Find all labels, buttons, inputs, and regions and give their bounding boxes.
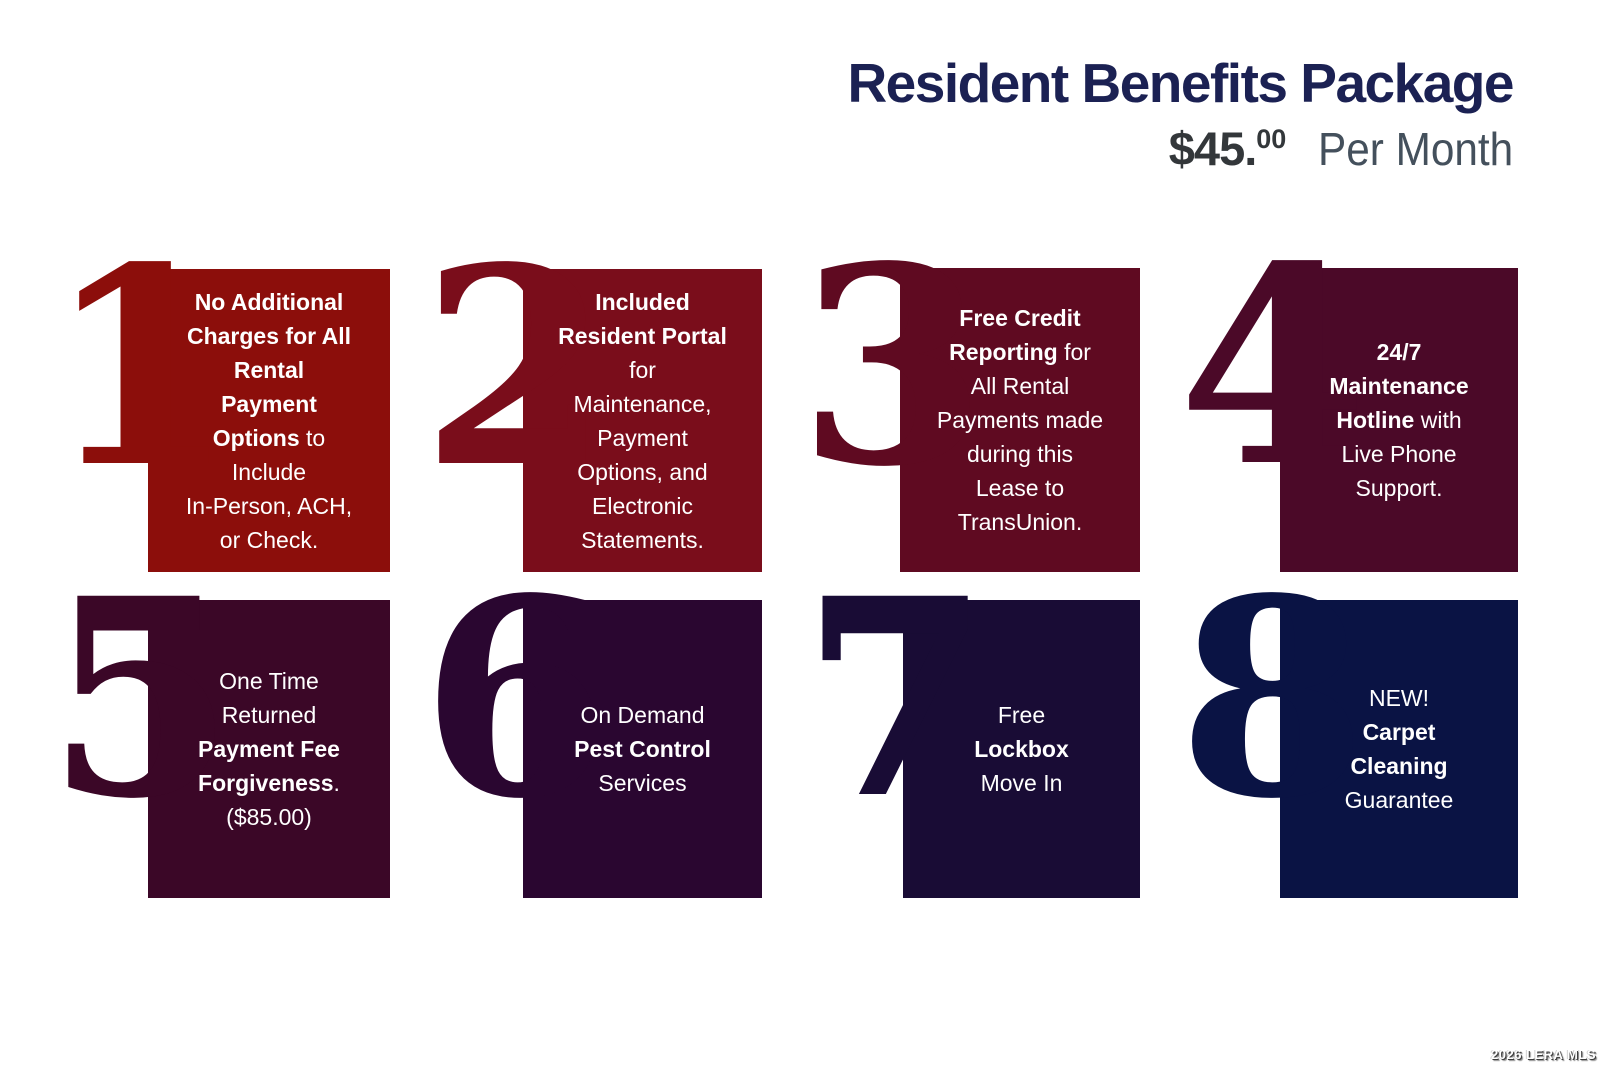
- benefit-card-2: 2 Included Resident Portal for Maintenance,…: [421, 233, 762, 572]
- benefit-text-6: On Demand Pest Control Services: [574, 702, 711, 796]
- header: Resident Benefits Package $45.00 Per Mon…: [847, 52, 1514, 176]
- benefit-text-3: Free Credit Reporting for All Rental Paymen…: [936, 305, 1104, 535]
- benefit-text-5: One Time Returned Payment Fee Forgiveness.(…: [198, 668, 340, 830]
- benefit-card-8: 8 NEW! Carpet Cleaning Guarantee: [1178, 564, 1518, 898]
- price-line: $45.00 Per Month: [847, 121, 1513, 176]
- benefit-card-6: 6 On Demand Pest Control Services: [421, 564, 762, 898]
- benefit-text-4: 24/7 Maintenance Hotline with Live Phone Sup…: [1329, 339, 1469, 501]
- price-amount: $45.: [1168, 122, 1257, 175]
- benefit-card-7: 7 Free Lockbox Move In: [801, 564, 1140, 898]
- benefit-card-3: 3 Free Credit Reporting for All Rental Paym…: [798, 232, 1140, 572]
- benefit-card-5: 5 One Time Returned Payment Fee Forgiveness…: [46, 564, 390, 898]
- watermark: 2026 LERA MLS: [1491, 1047, 1596, 1062]
- benefit-text-8: NEW! Carpet Cleaning Guarantee: [1344, 685, 1454, 813]
- benefit-card-1: 1 No Additional Charges for All Rental Paym…: [46, 233, 390, 572]
- price-cents: 00: [1256, 124, 1287, 154]
- benefit-text-1: No Additional Charges for All Rental Paymen…: [185, 288, 353, 553]
- page-title: Resident Benefits Package: [847, 52, 1514, 114]
- benefit-text-7: Free Lockbox Move In: [974, 702, 1069, 796]
- benefit-text-2: Included Resident Portal for Maintenance, Pa…: [558, 288, 727, 553]
- benefit-card-4: 4 24/7 Maintenance Hotline with Live Phone S…: [1178, 232, 1518, 572]
- price-period: Per Month: [1317, 123, 1513, 175]
